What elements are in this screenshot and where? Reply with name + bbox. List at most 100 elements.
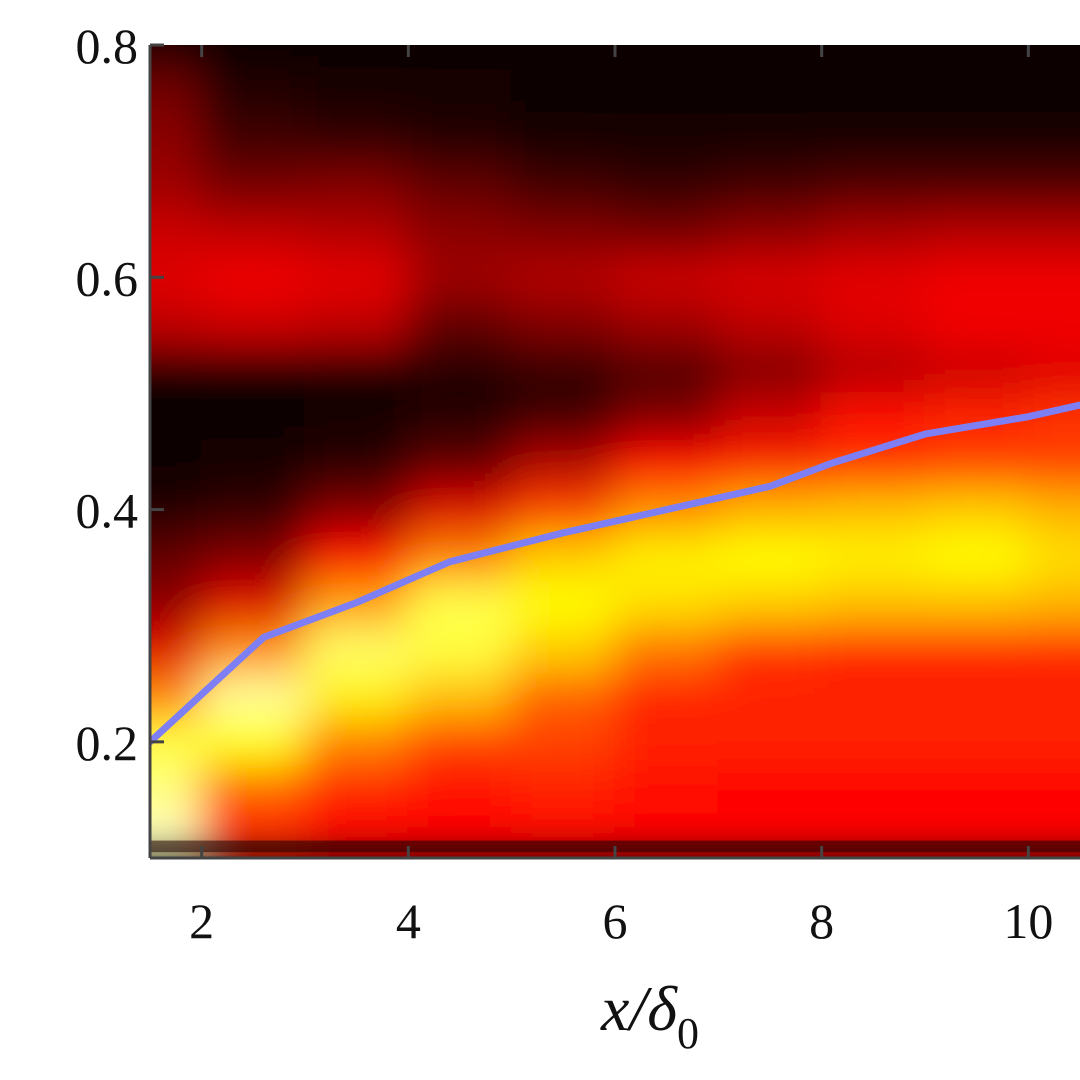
- heatmap-cell: [924, 671, 1030, 720]
- heatmap-cell: [820, 206, 926, 256]
- heatmap-cell: [200, 485, 306, 534]
- heatmap-cell: [924, 206, 1030, 256]
- heatmap-cell: [1027, 345, 1080, 395]
- x-axis-title: x/δ0: [600, 973, 699, 1058]
- heatmap-cell: [510, 624, 616, 674]
- heatmap-cell: [150, 45, 203, 70]
- heatmap-cell: [1027, 764, 1080, 813]
- heatmap-cell: [304, 160, 410, 209]
- heatmap-cell: [820, 578, 926, 627]
- heatmap-cell: [510, 67, 616, 116]
- heatmap-cell: [304, 624, 410, 674]
- heatmap-cell: [1027, 624, 1080, 674]
- heatmap-cell: [717, 113, 823, 163]
- heatmap-cell: [150, 206, 203, 256]
- heatmap-cell: [150, 160, 203, 209]
- heatmap-cell: [304, 764, 410, 813]
- heatmap-cell: [304, 485, 410, 534]
- heatmap-cell: [820, 67, 926, 116]
- series-layer: [150, 401, 1080, 746]
- heatmap-cell: [304, 392, 410, 441]
- heatmap-cell: [200, 113, 306, 163]
- x-tick-label: 2: [189, 893, 214, 949]
- heatmap-cell: [200, 345, 306, 395]
- heatmap-cell: [717, 578, 823, 627]
- heatmap-cell: [200, 392, 306, 441]
- heatmap-cell: [150, 578, 203, 627]
- heatmap-cell: [200, 67, 306, 116]
- heatmap-cell: [407, 253, 513, 302]
- heatmap-cell: [407, 299, 513, 348]
- heatmap-cell: [717, 531, 823, 581]
- heatmap-cell: [1027, 531, 1080, 581]
- heatmap-cell: [200, 160, 306, 209]
- heatmap-cell: [407, 485, 513, 534]
- heatmap-cell: [614, 67, 720, 116]
- heatmap-cell: [717, 392, 823, 441]
- heatmap-cell: [150, 299, 203, 348]
- heatmap-cell: [510, 160, 616, 209]
- heatmap-cell: [717, 45, 823, 70]
- heatmap-cell: [1027, 113, 1080, 163]
- heatmap-cell: [510, 438, 616, 488]
- heatmap-cell: [924, 624, 1030, 674]
- heatmap-cell: [717, 717, 823, 767]
- heatmap-cell: [820, 299, 926, 348]
- heatmap-cell: [407, 45, 513, 70]
- heatmap-cell: [1027, 717, 1080, 767]
- heatmap-cell: [510, 717, 616, 767]
- heatmap-cell: [1027, 253, 1080, 302]
- heatmap-cell: [407, 717, 513, 767]
- heatmap-cell: [304, 299, 410, 348]
- heatmap-cell: [304, 45, 410, 70]
- heatmap-cell: [717, 67, 823, 116]
- heatmap-cell: [407, 67, 513, 116]
- heatmap-cell: [614, 113, 720, 163]
- heatmap-cell: [304, 345, 410, 395]
- heatmap-cell: [924, 113, 1030, 163]
- y-tick-label: 0.6: [76, 250, 139, 306]
- heatmap-cell: [717, 299, 823, 348]
- heatmap-cell: [717, 624, 823, 674]
- heatmap-cell: [510, 45, 616, 70]
- heatmap-cell: [717, 160, 823, 209]
- heatmap-cell: [924, 485, 1030, 534]
- heatmap-cell: [150, 438, 203, 488]
- y-tick-label: 0.4: [76, 483, 139, 539]
- y-tick-label: 0.8: [76, 18, 139, 74]
- heatmap-cell: [1027, 45, 1080, 70]
- heatmap-cell: [200, 531, 306, 581]
- heatmap-cell: [407, 206, 513, 256]
- heatmap-cell: [407, 764, 513, 813]
- heatmap-cell: [407, 345, 513, 395]
- heatmap-cell: [150, 345, 203, 395]
- heatmap-cell: [717, 206, 823, 256]
- heatmap-cell: [200, 299, 306, 348]
- heatmap-cell: [614, 253, 720, 302]
- heatmap-cell: [1027, 299, 1080, 348]
- heatmap-cell: [924, 764, 1030, 813]
- heatmap-cell: [614, 438, 720, 488]
- heatmap-cell: [510, 253, 616, 302]
- heatmap-cell: [1027, 438, 1080, 488]
- heatmap-cell: [614, 45, 720, 70]
- heatmap-cell: [820, 624, 926, 674]
- heatmap-cell: [150, 624, 203, 674]
- heatmap-cell: [510, 578, 616, 627]
- heatmap-cell: [924, 345, 1030, 395]
- heatmap-cell: [614, 392, 720, 441]
- heatmap-cell: [304, 438, 410, 488]
- heatmap-cell: [304, 67, 410, 116]
- heatmap-cell: [407, 113, 513, 163]
- heatmap-cell: [510, 113, 616, 163]
- heatmap-cell: [614, 345, 720, 395]
- heatmap-cell: [200, 253, 306, 302]
- heatmap-cell: [820, 717, 926, 767]
- heatmap-field: [150, 45, 1080, 858]
- heatmap-cell: [200, 438, 306, 488]
- heatmap-cell: [924, 438, 1030, 488]
- heatmap-cell: [717, 345, 823, 395]
- heatmap-cell: [200, 578, 306, 627]
- heatmap-cell: [304, 113, 410, 163]
